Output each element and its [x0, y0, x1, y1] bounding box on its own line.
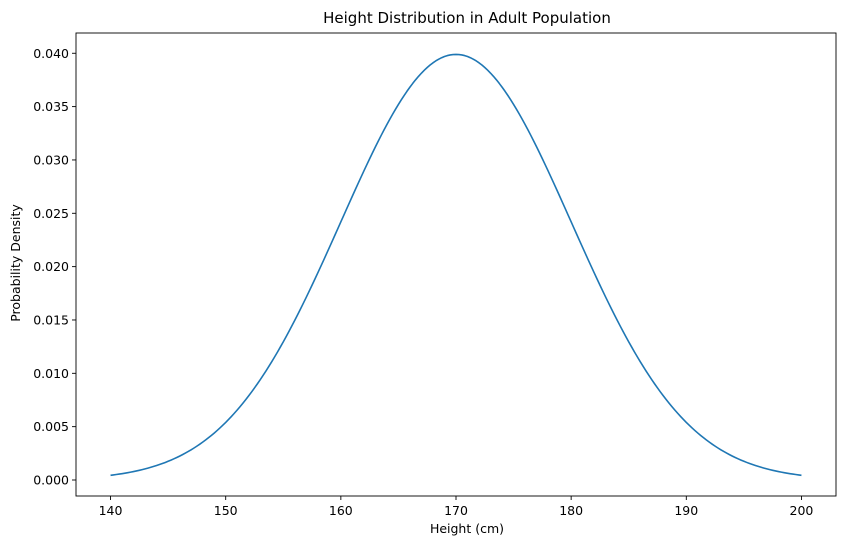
axes-background: [76, 33, 836, 496]
x-tick-label: 170: [444, 503, 468, 518]
y-tick-label: 0.005: [33, 419, 69, 434]
y-tick-label: 0.015: [33, 312, 69, 327]
y-tick-label: 0.030: [33, 152, 69, 167]
y-tick-label: 0.040: [33, 46, 69, 61]
x-axis-label: Height (cm): [430, 521, 504, 536]
y-tick-label: 0.020: [33, 259, 69, 274]
x-tick-label: 160: [329, 503, 353, 518]
y-tick-label: 0.035: [33, 99, 69, 114]
x-tick-label: 190: [674, 503, 698, 518]
series-line-height-pdf: [110, 53, 802, 477]
x-tick-label: 140: [99, 503, 123, 518]
y-axis-label: Probability Density: [8, 204, 23, 322]
y-tick-label: 0.025: [33, 206, 69, 221]
x-tick-label: 150: [214, 503, 238, 518]
chart-title: Height Distribution in Adult Population: [323, 9, 611, 27]
plot-area: [75, 32, 837, 497]
x-tick-label: 180: [559, 503, 583, 518]
y-axis-ticks: 0.000 0.005 0.010 0.015 0.020 0.025 0.030 0.035…: [33, 46, 76, 487]
y-tick-label: 0.000: [33, 472, 69, 487]
y-tick-label: 0.010: [33, 366, 69, 381]
x-tick-label: 200: [790, 503, 814, 518]
x-axis-ticks: 140 150 160 170 180 190 200: [99, 496, 814, 518]
